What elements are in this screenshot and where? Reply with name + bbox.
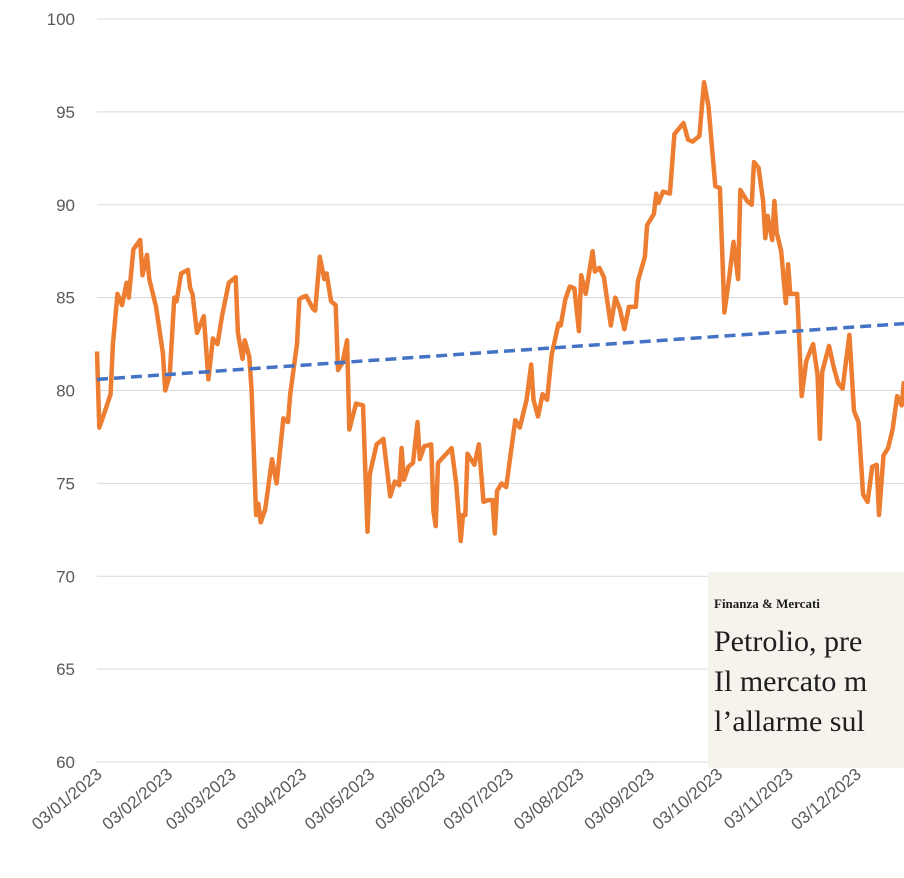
x-tick-label: 03/09/2023 — [581, 765, 658, 834]
y-tick-label: 65 — [56, 660, 75, 679]
x-tick-label: 03/05/2023 — [301, 765, 378, 834]
clipping-headline: Petrolio, pre — [714, 625, 863, 658]
x-tick-label: 03/02/2023 — [99, 765, 176, 834]
y-tick-label: 85 — [56, 289, 75, 308]
x-tick-label: 03/03/2023 — [162, 765, 239, 834]
y-tick-label: 100 — [47, 10, 75, 29]
y-tick-label: 95 — [56, 103, 75, 122]
x-tick-label: 03/06/2023 — [371, 765, 448, 834]
x-tick-label: 03/01/2023 — [28, 765, 105, 834]
clipping-section: Finanza & Mercati — [714, 596, 820, 611]
y-tick-label: 90 — [56, 196, 75, 215]
price-line — [94, 79, 904, 544]
y-tick-label: 75 — [56, 474, 75, 493]
x-tick-label: 03/04/2023 — [233, 765, 310, 834]
y-tick-label: 80 — [56, 382, 75, 401]
y-tick-label: 60 — [56, 753, 75, 772]
y-tick-label: 70 — [56, 567, 75, 586]
x-tick-label: 03/10/2023 — [649, 765, 726, 834]
clipping-headline: Il mercato m — [714, 665, 868, 698]
x-tick-label: 03/12/2023 — [787, 765, 864, 834]
x-tick-label: 03/11/2023 — [720, 765, 796, 833]
x-tick-label: 03/08/2023 — [510, 765, 587, 834]
news-clipping: Finanza & Mercati Petrolio, pre Il merca… — [708, 572, 904, 768]
x-tick-label: 03/07/2023 — [440, 765, 517, 834]
clipping-headline: l’allarme sul — [714, 705, 865, 738]
